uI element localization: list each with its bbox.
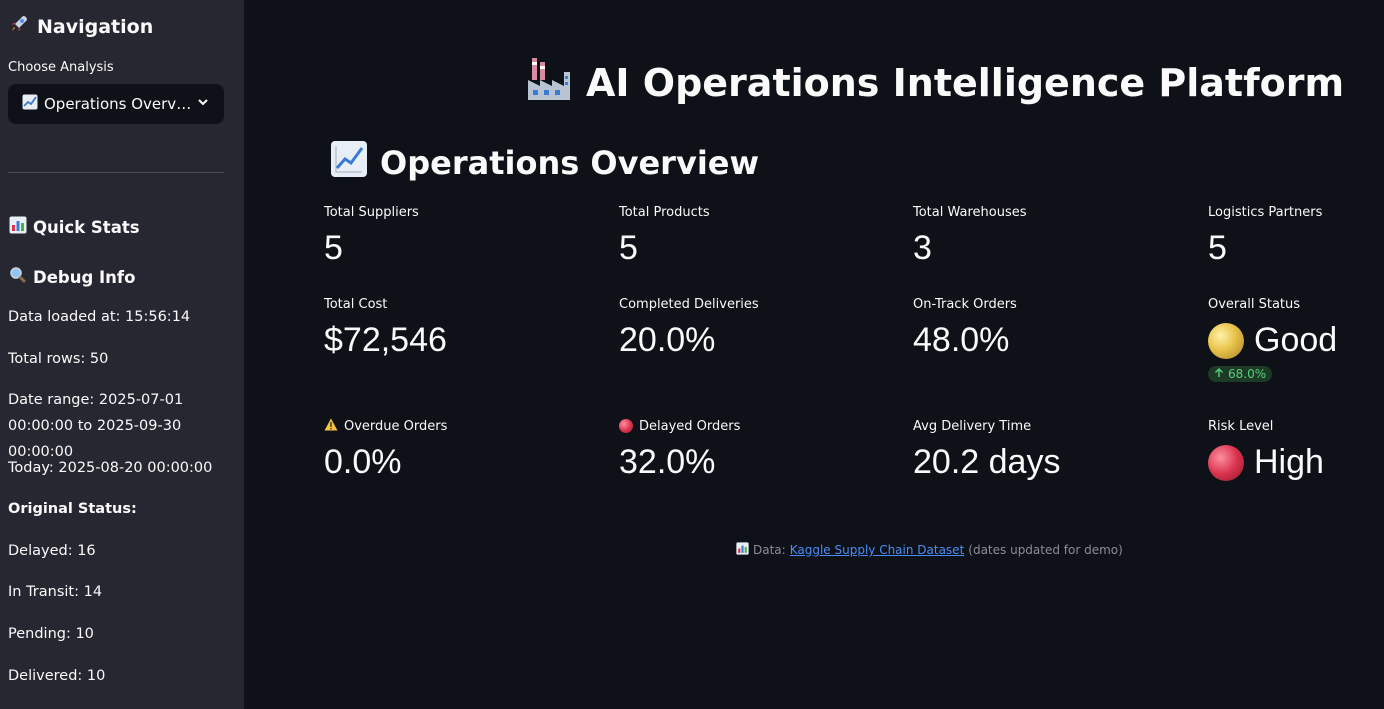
quick-stats-heading: Quick Stats (9, 216, 140, 238)
metric-value: 5 (1208, 229, 1227, 267)
metric-label: Total Warehouses (913, 204, 1027, 220)
chart-increasing-icon (330, 140, 368, 186)
metric-value: 20.0% (619, 321, 716, 359)
debug-total-rows: Total rows: 50 (8, 351, 109, 367)
metric-label: Risk Level (1208, 418, 1274, 434)
section-title-text: Operations Overview (380, 144, 760, 182)
metric-label: Overdue Orders (344, 418, 448, 434)
metric-value-row: Good (1208, 321, 1378, 360)
debug-delivered: Delivered: 10 (8, 668, 106, 684)
metric-value: 3 (913, 229, 932, 267)
metric-value: 20.2 days (913, 443, 1061, 481)
factory-icon (526, 56, 572, 109)
choose-analysis-label: Choose Analysis (8, 60, 114, 75)
metric-logistics-partners: Logistics Partners 5 (1208, 203, 1378, 268)
metric-avg-delivery-time: Avg Delivery Time 20.2 days (913, 417, 1193, 482)
sidebar-title-text: Navigation (37, 15, 154, 38)
footer-prefix: Data: (753, 543, 786, 557)
metric-overall-status: Overall Status Good 68.0% (1208, 295, 1378, 382)
metric-value: 32.0% (619, 443, 716, 481)
sidebar: Navigation Choose Analysis Operations Ov… (0, 0, 244, 709)
arrow-up-icon (1214, 367, 1224, 381)
debug-original-status: Original Status: (8, 501, 137, 517)
sidebar-title: Navigation (9, 14, 153, 39)
metric-label: Logistics Partners (1208, 204, 1323, 220)
metric-value: $72,546 (324, 321, 447, 359)
metric-delayed-orders: Delayed Orders 32.0% (619, 417, 899, 482)
data-source-footer: Data: Kaggle Supply Chain Dataset (dates… (736, 542, 1123, 558)
metric-label: Delayed Orders (639, 418, 741, 434)
debug-delayed: Delayed: 16 (8, 543, 96, 559)
metric-label: Total Products (619, 204, 710, 220)
metric-risk-level: Risk Level High (1208, 417, 1378, 482)
metric-value: High (1254, 443, 1324, 481)
metric-total-products: Total Products 5 (619, 203, 899, 268)
app-title-text: AI Operations Intelligence Platform (586, 60, 1345, 105)
main-content: AI Operations Intelligence Platform Oper… (244, 0, 1384, 709)
metric-value: 48.0% (913, 321, 1010, 359)
debug-in-transit: In Transit: 14 (8, 584, 103, 600)
section-title: Operations Overview (330, 140, 759, 186)
metric-value: Good (1254, 321, 1338, 359)
debug-date-range: Date range: 2025-07-01 00:00:00 to 2025-… (8, 392, 184, 460)
delta-value: 68.0% (1228, 367, 1267, 381)
app-title: AI Operations Intelligence Platform (526, 56, 1344, 109)
metric-label: Overall Status (1208, 296, 1301, 312)
debug-loaded-at: Data loaded at: 15:56:14 (8, 309, 191, 325)
dataset-link[interactable]: Kaggle Supply Chain Dataset (789, 543, 965, 557)
metric-total-cost: Total Cost $72,546 (324, 295, 604, 360)
metric-label: On-Track Orders (913, 296, 1017, 312)
rocket-icon (9, 14, 29, 39)
status-delta-badge: 68.0% (1208, 366, 1273, 382)
analysis-select[interactable]: Operations Overv… (8, 84, 224, 124)
bar-chart-icon (736, 542, 749, 558)
metric-total-warehouses: Total Warehouses 3 (913, 203, 1193, 268)
red-circle-icon (1208, 444, 1244, 481)
warning-icon (324, 418, 338, 435)
metric-overdue-orders: Overdue Orders 0.0% (324, 417, 604, 482)
chevron-down-icon (196, 95, 210, 113)
quick-stats-title: Quick Stats (33, 217, 140, 237)
metric-value: 5 (324, 229, 343, 267)
metric-label: Total Cost (324, 296, 388, 312)
metric-value-row: High (1208, 443, 1378, 482)
metric-label-row: Delayed Orders (619, 417, 899, 435)
debug-today: Today: 2025-08-20 00:00:00 (8, 460, 213, 476)
analysis-select-value: Operations Overv… (44, 95, 192, 113)
bar-chart-icon (9, 216, 27, 238)
red-circle-icon (619, 419, 633, 433)
debug-info-heading: Debug Info (9, 266, 135, 288)
metric-completed-deliveries: Completed Deliveries 20.0% (619, 295, 899, 360)
metric-label-row: Overdue Orders (324, 417, 604, 435)
metric-label: Completed Deliveries (619, 296, 759, 312)
metric-on-track-orders: On-Track Orders 48.0% (913, 295, 1193, 360)
debug-info-title: Debug Info (33, 267, 136, 287)
footer-suffix: (dates updated for demo) (968, 543, 1123, 557)
sidebar-divider (8, 172, 224, 173)
debug-pending: Pending: 10 (8, 626, 94, 642)
chart-increasing-icon (22, 94, 38, 114)
metric-value: 5 (619, 229, 638, 267)
magnifier-icon (9, 266, 27, 288)
metric-label: Avg Delivery Time (913, 418, 1032, 434)
metric-value: 0.0% (324, 443, 402, 481)
metric-label: Total Suppliers (324, 204, 419, 220)
metric-total-suppliers: Total Suppliers 5 (324, 203, 604, 268)
yellow-circle-icon (1208, 322, 1244, 359)
